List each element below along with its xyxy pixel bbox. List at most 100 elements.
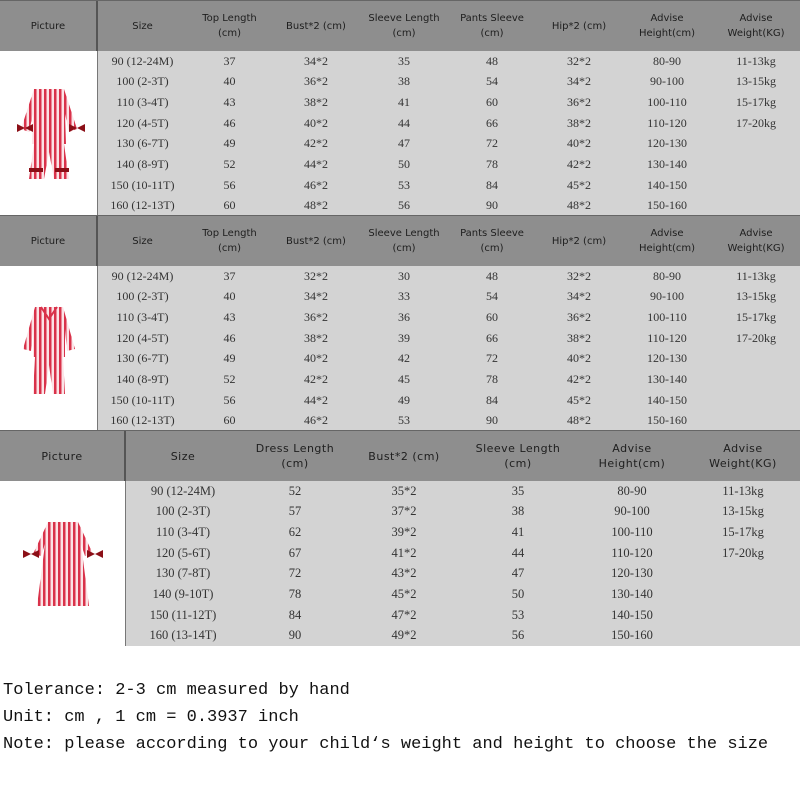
- table-row: 160 (13-14T) 90 49*2 56 150-160: [126, 625, 800, 646]
- table-cell: 56: [223, 177, 236, 192]
- table-cell: 100 (2-3T): [116, 74, 169, 89]
- table-cell: 42*2: [567, 371, 591, 386]
- table-cell: 34*2: [304, 289, 328, 304]
- table-cell: 38*2: [567, 115, 591, 130]
- table-cell: 80-90: [653, 268, 681, 283]
- table-row: 160 (12-13T) 60 48*2 56 90 48*2 150-160: [98, 195, 800, 216]
- table-row: 110 (3-4T) 62 39*2 41 100-110 15-17kg: [126, 522, 800, 543]
- table-row: 120 (4-5T) 46 40*2 44 66 38*2 110-120 17-20kg: [98, 113, 800, 134]
- table-cell: 39*2: [391, 525, 417, 540]
- table-cell: 33: [398, 289, 410, 304]
- column-header: Size: [170, 449, 196, 463]
- column-header: Advise Height(cm): [638, 13, 696, 39]
- table-cell: 90-100: [650, 289, 684, 304]
- table-cell: 49*2: [391, 628, 417, 643]
- table-cell: 38*2: [304, 330, 328, 345]
- table-cell: 17-20kg: [722, 545, 764, 560]
- table-cell: 120-130: [611, 566, 653, 581]
- table-row: 90 (12-24M) 37 34*2 35 48 32*2 80-90 11-13kg: [98, 51, 800, 72]
- table-cell: 150-160: [611, 628, 653, 643]
- table-cell: 45*2: [567, 177, 591, 192]
- column-header: Picture: [0, 1, 98, 51]
- table-cell: 49: [223, 136, 236, 151]
- table-cell: 44*2: [304, 156, 328, 171]
- table-cell: 90 (12-24M): [150, 483, 216, 498]
- table-cell: 34*2: [304, 53, 328, 68]
- table-cell: 44*2: [304, 392, 328, 407]
- table-cell: 160 (13-14T): [149, 628, 217, 643]
- table-cell: 67: [288, 545, 302, 560]
- table-cell: 40*2: [567, 351, 591, 366]
- table-cell: 62: [288, 525, 302, 540]
- table-cell: 150 (10-11T): [110, 177, 175, 192]
- table-cell: 110-120: [647, 115, 687, 130]
- table-cell: 56: [223, 392, 236, 407]
- table-row: 120 (5-6T) 67 41*2 44 110-120 17-20kg: [126, 543, 800, 564]
- table-cell: 90: [486, 198, 498, 213]
- table-row: 100 (2-3T) 40 34*2 33 54 34*2 90-100 13-15kg: [98, 287, 800, 308]
- table-cell: 48: [486, 268, 498, 283]
- product-picture: [0, 51, 98, 216]
- table-cell: 90 (12-24M): [111, 53, 174, 68]
- size-notes: Tolerance: 2-3 cm measured by hand Unit:…: [3, 677, 768, 758]
- table-cell: 160 (12-13T): [110, 413, 175, 428]
- table-cell: 80-90: [617, 483, 647, 498]
- table-cell: 50: [511, 586, 525, 601]
- table-cell: 150-160: [647, 198, 687, 213]
- table-cell: 38: [398, 74, 410, 89]
- table-cell: 34*2: [567, 74, 591, 89]
- column-header: Size: [132, 235, 153, 247]
- table-cell: 39: [398, 330, 410, 345]
- table-cell: 110 (3-4T): [155, 525, 211, 540]
- table-cell: 100-110: [647, 95, 687, 110]
- table-cell: 54: [486, 289, 498, 304]
- table-cell: 36*2: [567, 95, 591, 110]
- table-cell: 32*2: [567, 53, 591, 68]
- table-cell: 35*2: [391, 483, 417, 498]
- table-cell: 44: [398, 115, 410, 130]
- column-header: Dress Length (cm): [255, 442, 335, 470]
- table-row: 140 (9-10T) 78 45*2 50 130-140: [126, 584, 800, 605]
- table-row: 140 (8-9T) 52 44*2 50 78 42*2 130-140: [98, 154, 800, 175]
- table-cell: 41: [511, 525, 525, 540]
- table-cell: 32*2: [567, 268, 591, 283]
- table-cell: 72: [486, 136, 498, 151]
- column-header: Bust*2 (cm): [368, 449, 440, 463]
- table-cell: 13-15kg: [722, 504, 764, 519]
- table-cell: 41: [398, 95, 410, 110]
- table-cell: 46*2: [304, 413, 328, 428]
- table-cell: 90: [288, 628, 302, 643]
- table-row: 140 (8-9T) 52 42*2 45 78 42*2 130-140: [98, 369, 800, 390]
- table-cell: 52: [223, 371, 236, 386]
- table-cell: 34*2: [567, 289, 591, 304]
- table-cell: 32*2: [304, 268, 328, 283]
- table-cell: 47*2: [391, 607, 417, 622]
- table-cell: 11-13kg: [736, 53, 776, 68]
- table-cell: 36*2: [304, 310, 328, 325]
- column-header: Hip*2 (cm): [551, 20, 607, 32]
- table-cell: 72: [486, 351, 498, 366]
- table-cell: 45: [398, 371, 410, 386]
- table-cell: 66: [486, 330, 498, 345]
- table-cell: 140 (8-9T): [116, 371, 169, 386]
- table-cell: 43*2: [391, 566, 417, 581]
- table-row: 100 (2-3T) 57 37*2 38 90-100 13-15kg: [126, 502, 800, 523]
- table-cell: 140-150: [611, 607, 653, 622]
- table-cell: 40: [223, 289, 236, 304]
- table-cell: 42: [398, 351, 410, 366]
- table-cell: 120-130: [647, 351, 687, 366]
- table-cell: 130 (7-8T): [155, 566, 211, 581]
- table-header: Picture Size Top Length (cm) Bust*2 (cm) Sle…: [0, 0, 800, 51]
- column-header: Pants Sleeve (cm): [460, 13, 524, 39]
- table-cell: 36*2: [567, 310, 591, 325]
- table-cell: 35: [511, 483, 525, 498]
- product-picture: [0, 266, 98, 431]
- table-cell: 44: [511, 545, 525, 560]
- table-header: Picture Size Top Length (cm) Bust*2 (cm) Sle…: [0, 215, 800, 266]
- column-header: Sleeve Length (cm): [475, 442, 561, 470]
- table-cell: 110 (3-4T): [116, 310, 169, 325]
- table-cell: 46*2: [304, 177, 328, 192]
- table-cell: 72: [288, 566, 302, 581]
- table-cell: 15-17kg: [736, 95, 776, 110]
- table-cell: 90-100: [650, 74, 684, 89]
